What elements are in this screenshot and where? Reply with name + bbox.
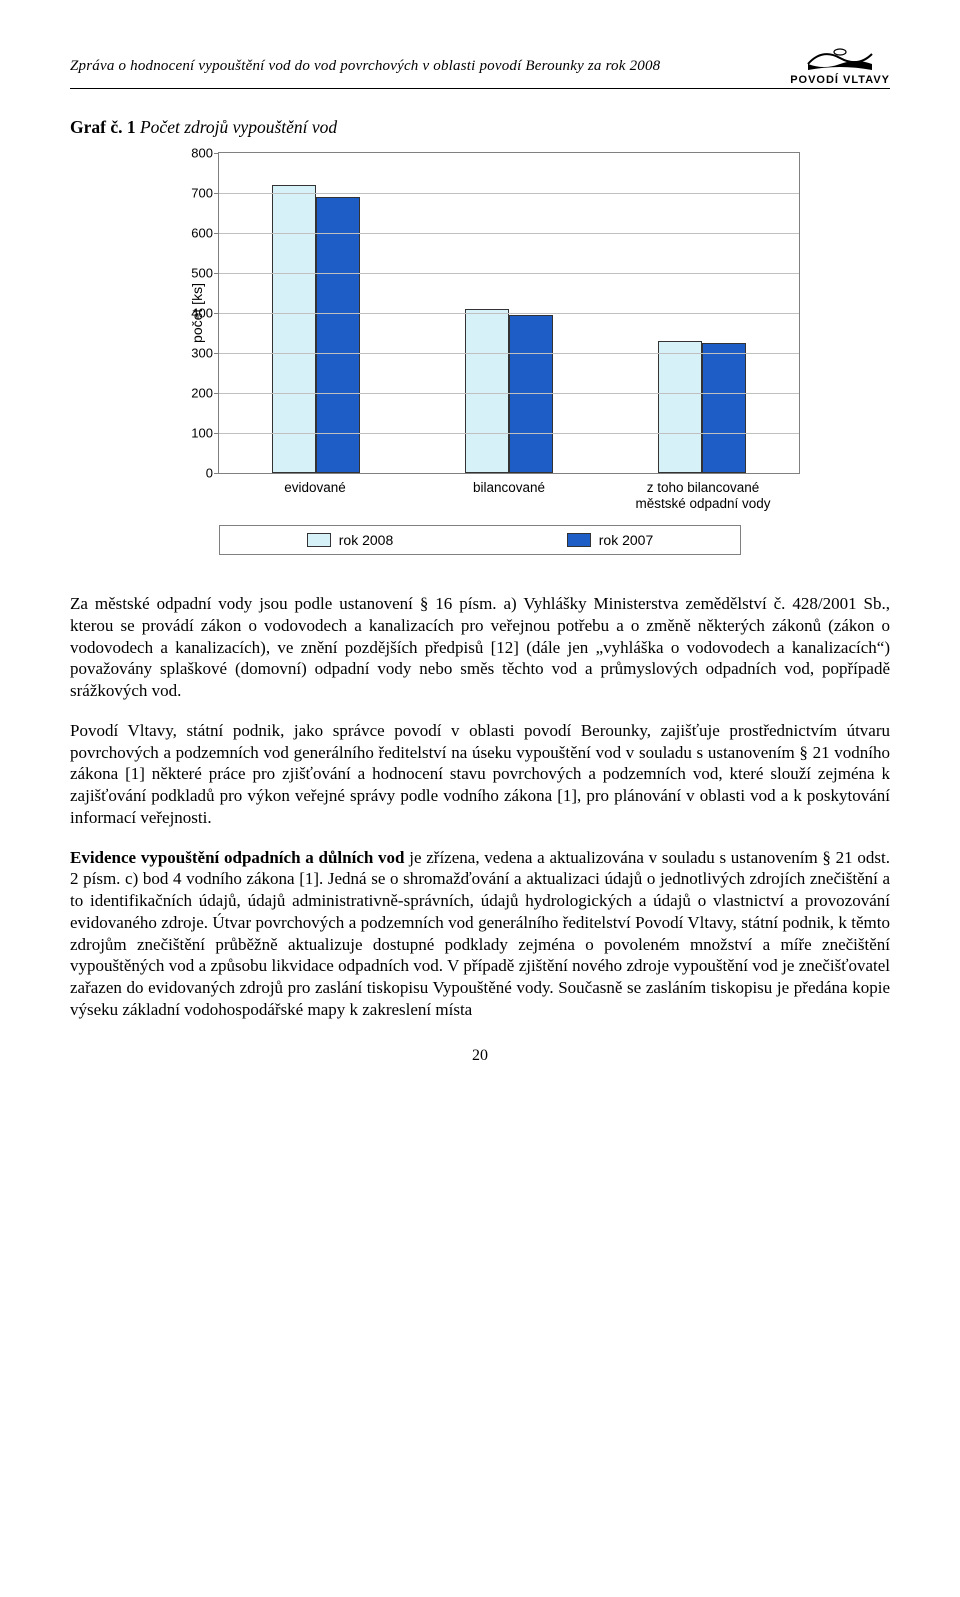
y-tick-label: 800 <box>185 146 213 161</box>
y-tick-label: 100 <box>185 426 213 441</box>
y-tick-label: 600 <box>185 226 213 241</box>
chart-title-number: Graf č. 1 <box>70 117 136 137</box>
category-label: z toho bilancovanéměstské odpadní vody <box>606 480 800 511</box>
plot-area: počet [ks] 0100200300400500600700800 <box>218 152 800 474</box>
page-number: 20 <box>70 1047 890 1065</box>
chart-title: Graf č. 1 Počet zdrojů vypouštění vod <box>70 117 890 138</box>
bar <box>316 197 360 473</box>
paragraph: Evidence vypouštění odpadních a důlních … <box>70 847 890 1021</box>
y-tick-label: 0 <box>185 466 213 481</box>
y-tick-label: 500 <box>185 266 213 281</box>
category-labels: evidovanébilancovanéz toho bilancovanémě… <box>218 480 800 511</box>
y-tick-label: 300 <box>185 346 213 361</box>
bar <box>509 315 553 473</box>
legend-label: rok 2007 <box>599 532 653 548</box>
legend-item: rok 2007 <box>567 532 653 548</box>
bar-chart: počet [ks] 0100200300400500600700800 evi… <box>160 152 800 555</box>
category-label: evidované <box>218 480 412 511</box>
chart-title-name: Počet zdrojů vypouštění vod <box>136 117 338 137</box>
bar <box>658 341 702 473</box>
legend-swatch <box>307 533 331 547</box>
category-label: bilancované <box>412 480 606 511</box>
y-tick-label: 200 <box>185 386 213 401</box>
paragraph: Povodí Vltavy, státní podnik, jako správ… <box>70 720 890 829</box>
paragraph-body: je zřízena, vedena a aktualizována v sou… <box>70 848 890 1019</box>
legend-item: rok 2008 <box>307 532 393 548</box>
paragraph: Za městské odpadní vody jsou podle ustan… <box>70 593 890 702</box>
logo-icon <box>804 40 876 72</box>
y-tick-label: 400 <box>185 306 213 321</box>
logo: POVODÍ VLTAVY <box>790 40 890 86</box>
legend: rok 2008 rok 2007 <box>219 525 741 555</box>
header-title: Zpráva o hodnocení vypouštění vod do vod… <box>70 40 660 75</box>
bar <box>465 309 509 473</box>
legend-swatch <box>567 533 591 547</box>
bar <box>272 185 316 473</box>
y-tick-label: 700 <box>185 186 213 201</box>
legend-label: rok 2008 <box>339 532 393 548</box>
logo-text: POVODÍ VLTAVY <box>790 74 890 86</box>
body-text: Za městské odpadní vody jsou podle ustan… <box>70 593 890 1021</box>
paragraph-lead: Evidence vypouštění odpadních a důlních … <box>70 848 409 867</box>
bar <box>702 343 746 473</box>
page-header: Zpráva o hodnocení vypouštění vod do vod… <box>70 40 890 89</box>
